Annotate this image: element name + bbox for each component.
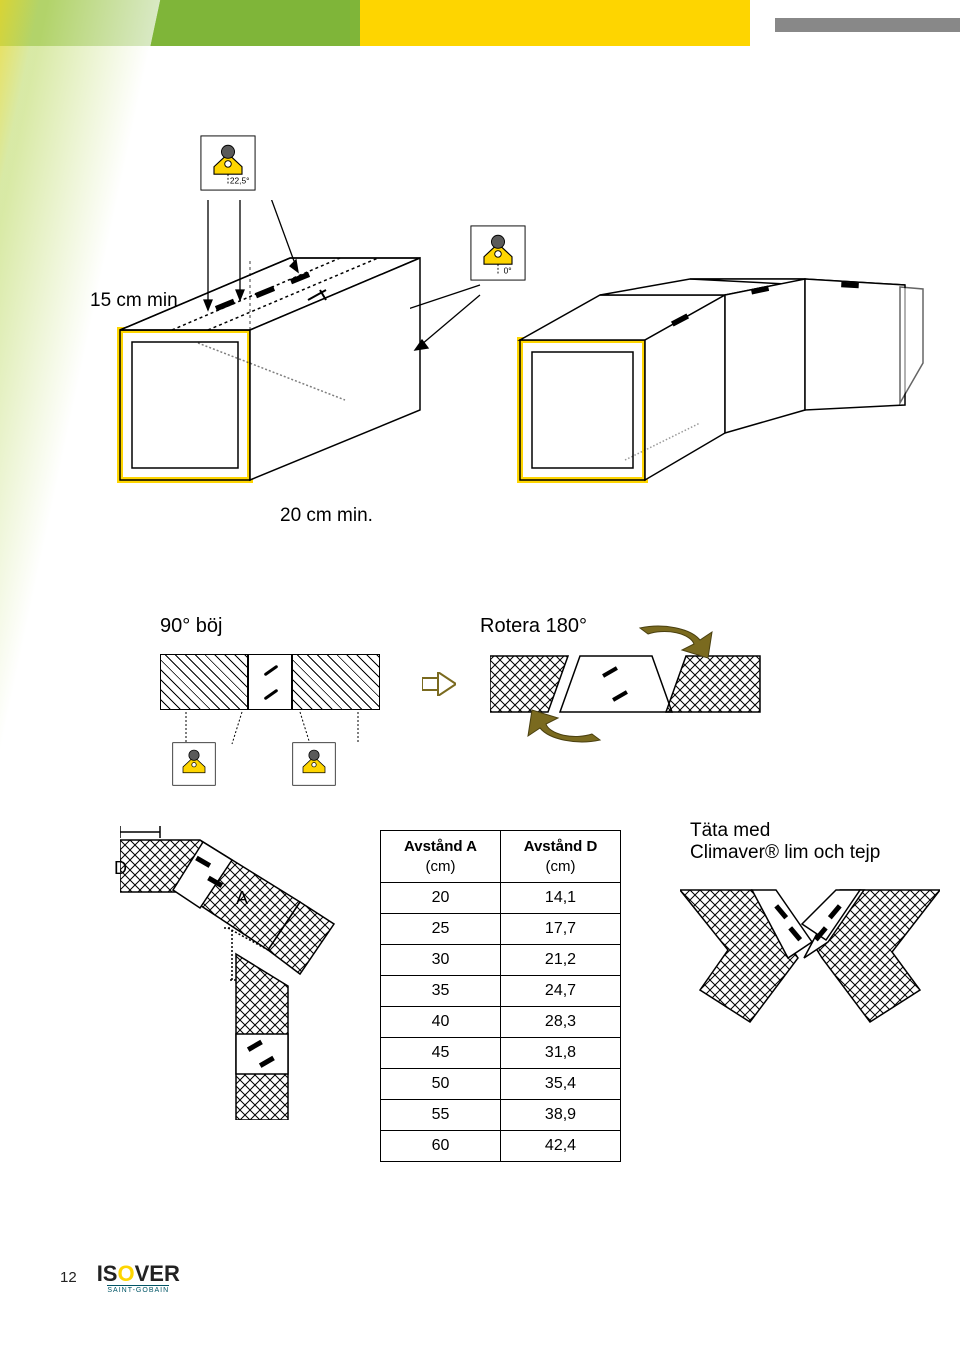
hatch-1 xyxy=(160,654,248,710)
distance-table: Avstånd A (cm) Avstånd D (cm) 2014,1 2517,… xyxy=(380,830,621,1162)
tata-line2: Climaver® lim och tejp xyxy=(690,842,880,863)
th-D-unit: (cm) xyxy=(546,858,576,875)
tool-icon-small-2 xyxy=(292,742,336,786)
plain-1 xyxy=(248,654,292,710)
page-number: 12 xyxy=(60,1269,77,1286)
table-row: 2517,7 xyxy=(381,914,621,945)
table-row: 5035,4 xyxy=(381,1069,621,1100)
duct-right-svg xyxy=(505,245,935,545)
th-D: Avstånd D xyxy=(524,838,598,855)
table-row: 3524,7 xyxy=(381,976,621,1007)
page-content: 15 cm min. 20 cm min. 22,5° 0° xyxy=(0,60,960,1316)
table-row: 3021,2 xyxy=(381,945,621,976)
tata-label: Täta med Climaver® lim och tejp xyxy=(690,820,950,864)
tool-icon-small-1 xyxy=(172,742,216,786)
label-A: A xyxy=(236,888,248,909)
th-A: Avstånd A xyxy=(404,838,477,855)
top-grey-stripe xyxy=(775,18,960,32)
hatch-2 xyxy=(292,654,380,710)
top-bar xyxy=(0,0,960,46)
svg-text:22,5°: 22,5° xyxy=(230,176,250,186)
cutting-tool-icon-left: 22,5° xyxy=(200,135,256,191)
table-row: 5538,9 xyxy=(381,1100,621,1131)
table-row: 4028,3 xyxy=(381,1007,621,1038)
table-body: 2014,1 2517,7 3021,2 3524,7 4028,3 4531,… xyxy=(381,883,621,1162)
isover-logo: ISOVER SAINT-GOBAIN xyxy=(97,1261,180,1294)
tata-line1: Täta med xyxy=(690,820,770,841)
top-yellow-stripe xyxy=(360,0,750,46)
duct-illustration: 15 cm min. 20 cm min. 22,5° 0° xyxy=(120,190,920,530)
bottom-illustration: D A Avstånd A (cm) Avstånd D (cm) 2014,1 2… xyxy=(120,820,940,1200)
mid-illustration: 90° böj Rotera 180° xyxy=(160,620,920,810)
footer: 12 ISOVER SAINT-GOBAIN xyxy=(60,1261,180,1294)
top-green-stripe xyxy=(0,0,360,46)
table-row: 2014,1 xyxy=(381,883,621,914)
label-boj: 90° böj xyxy=(160,615,223,638)
th-A-unit: (cm) xyxy=(426,858,456,875)
logo-word: ISOVER xyxy=(97,1261,180,1287)
elbow-diagram: D A xyxy=(120,820,340,1120)
label-D: D xyxy=(114,858,127,879)
glued-elbow-diagram xyxy=(680,880,940,1040)
table-row: 6042,4 xyxy=(381,1131,621,1162)
rotate-group xyxy=(490,620,810,760)
table-row: 4531,8 xyxy=(381,1038,621,1069)
arrow-icon xyxy=(422,672,456,701)
